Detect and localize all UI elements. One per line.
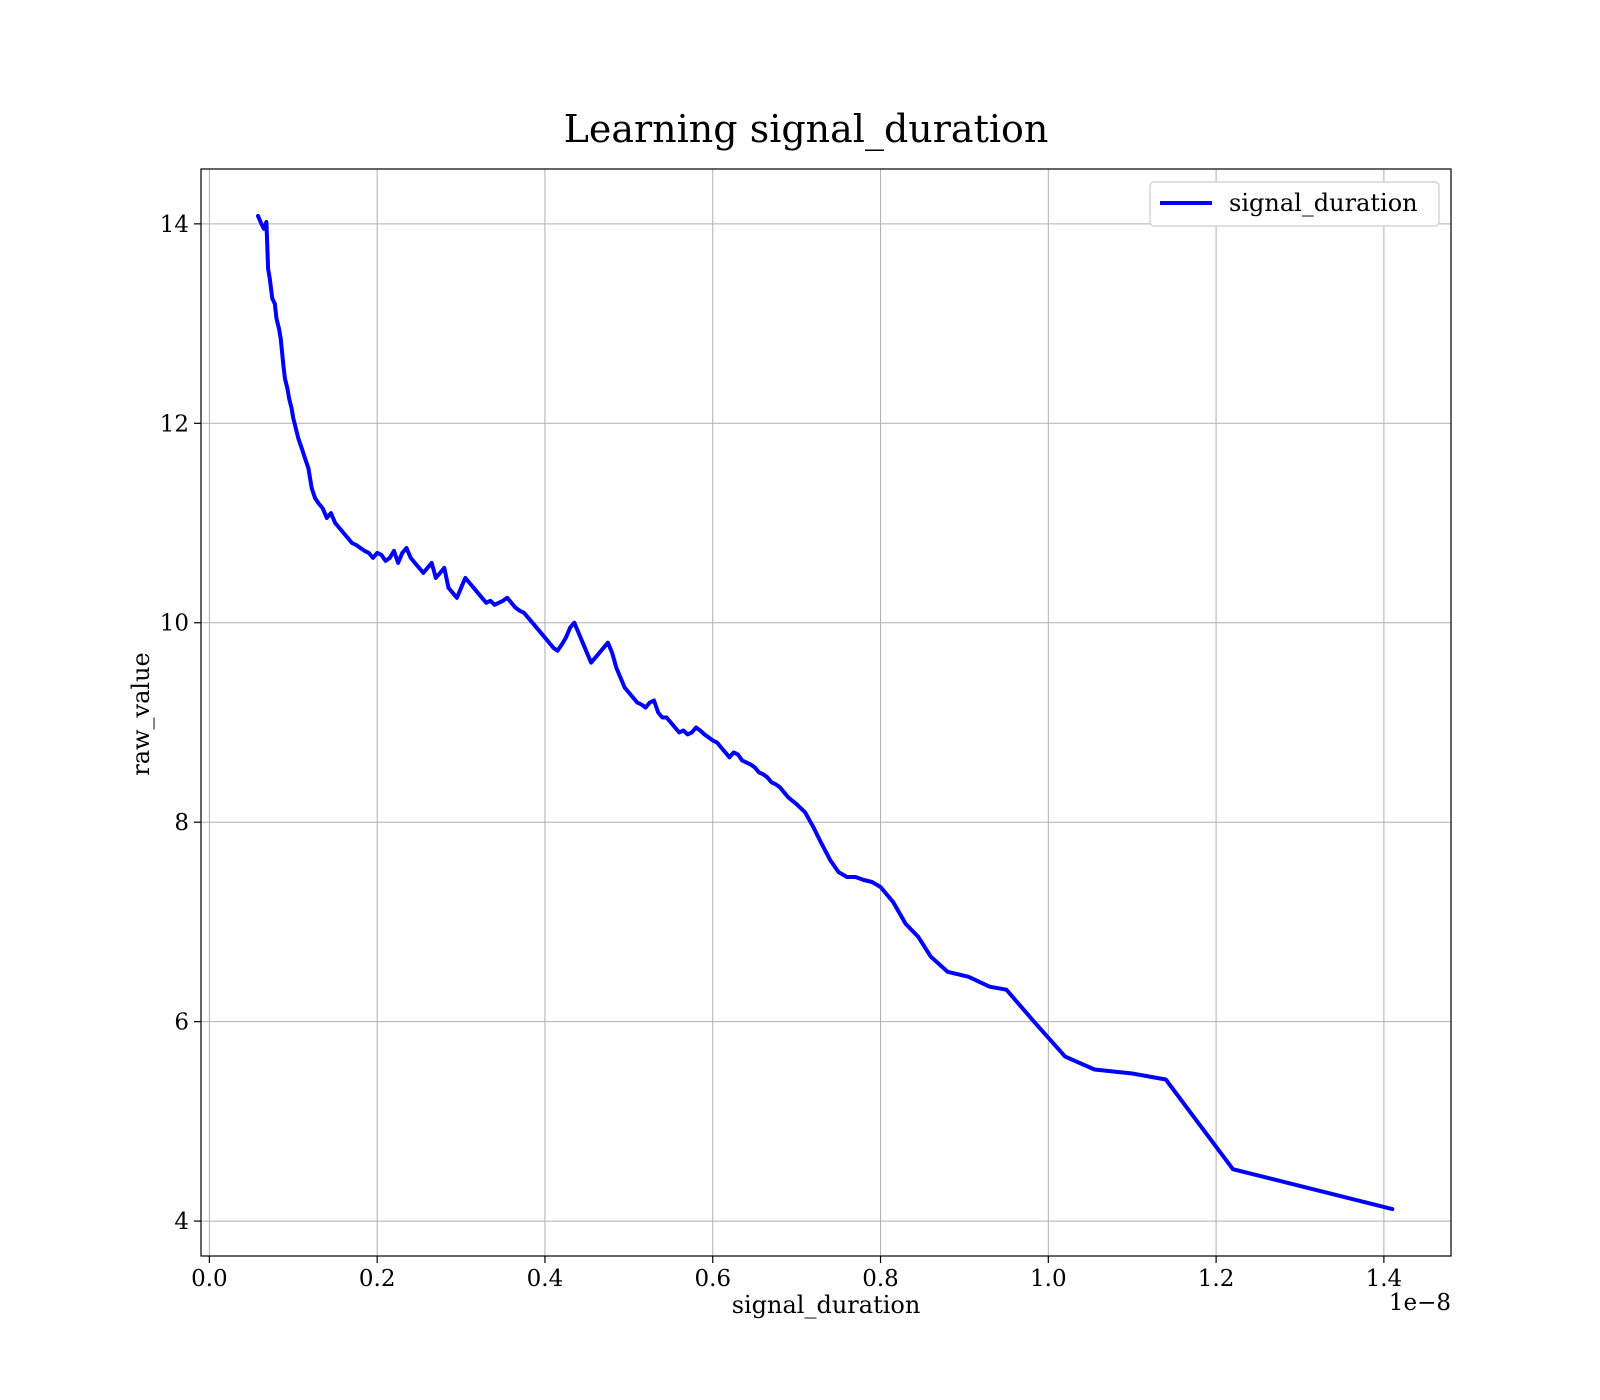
legend: signal_duration — [1149, 181, 1440, 227]
chart-title: Learning signal_duration — [564, 107, 1049, 152]
x-axis-ticks: 0.0 0.2 0.4 0.6 0.8 1.0 1.2 1.4 — [191, 1256, 1402, 1292]
x-tick-label: 0.0 — [191, 1266, 228, 1292]
y-tick-label: 6 — [174, 1010, 189, 1036]
y-axis-label: raw_value — [127, 652, 155, 776]
y-tick-label: 8 — [174, 810, 189, 836]
x-axis-label: signal_duration — [732, 1291, 921, 1319]
x-tick-label: 0.2 — [359, 1266, 396, 1292]
y-tick-label: 14 — [160, 212, 189, 238]
x-tick-label: 0.6 — [694, 1266, 731, 1292]
y-tick-label: 10 — [160, 611, 189, 637]
x-tick-label: 1.0 — [1030, 1266, 1067, 1292]
legend-label-signal-duration: signal_duration — [1229, 189, 1418, 217]
y-axis-ticks: 4 6 8 10 12 14 — [160, 212, 201, 1235]
x-axis-offset-label: 1e−8 — [1389, 1290, 1451, 1316]
series-line-signal-duration — [256, 213, 1395, 1212]
x-tick-label: 0.8 — [862, 1266, 899, 1292]
x-tick-label: 0.4 — [527, 1266, 564, 1292]
legend-box — [1149, 181, 1440, 227]
y-tick-label: 12 — [160, 411, 189, 437]
grid-lines — [201, 169, 1451, 1256]
plot-frame — [200, 168, 1452, 1257]
series-lines — [256, 213, 1395, 1212]
x-tick-label: 1.2 — [1198, 1266, 1235, 1292]
x-tick-label: 1.4 — [1366, 1266, 1403, 1292]
y-tick-label: 4 — [174, 1209, 189, 1235]
